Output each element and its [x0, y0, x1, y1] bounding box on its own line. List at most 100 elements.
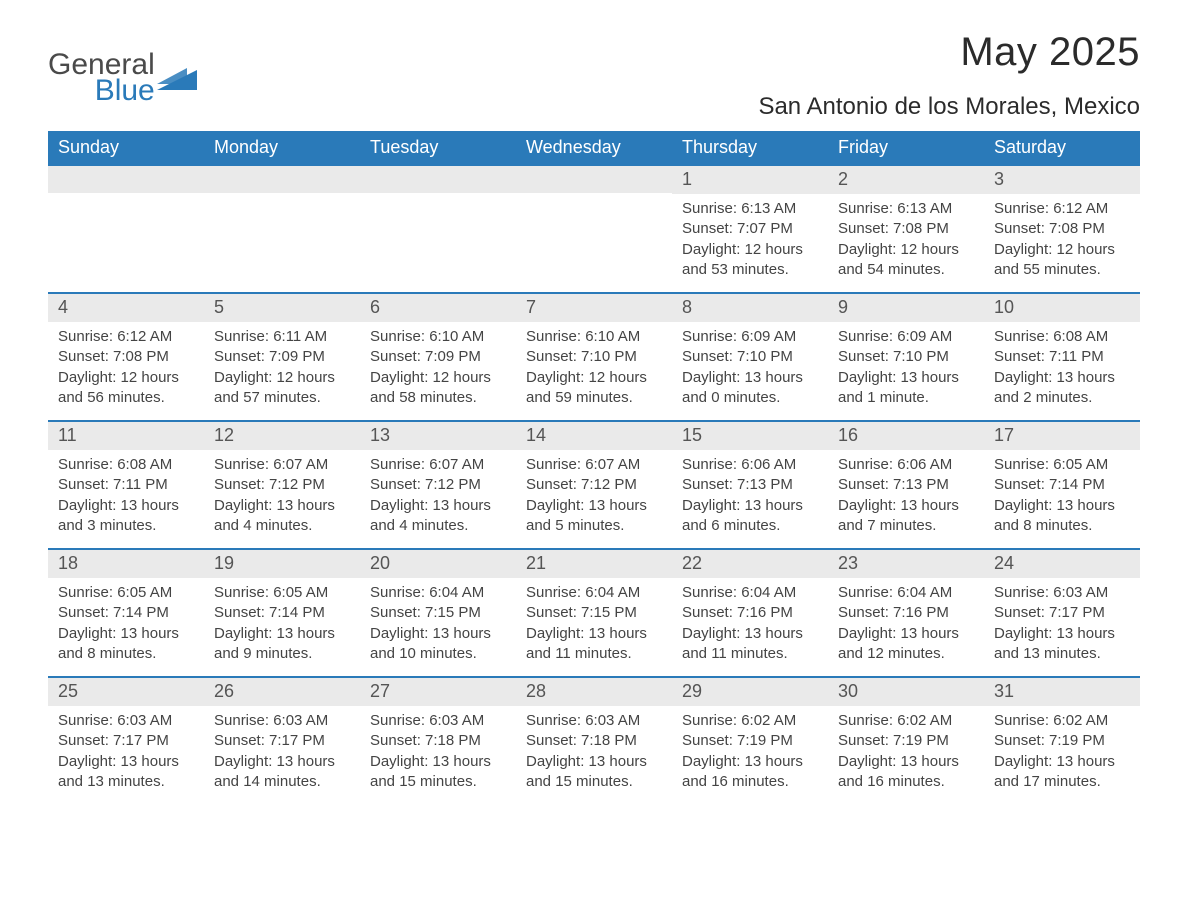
day-details: Sunrise: 6:12 AMSunset: 7:08 PMDaylight:…	[48, 322, 204, 416]
sunset-line: Sunset: 7:14 PM	[58, 603, 194, 623]
calendar-day: 18Sunrise: 6:05 AMSunset: 7:14 PMDayligh…	[48, 550, 204, 676]
daylight-line: Daylight: 13 hours and 2 minutes.	[994, 368, 1130, 409]
calendar-day: 1Sunrise: 6:13 AMSunset: 7:07 PMDaylight…	[672, 166, 828, 292]
weekday-header-row: SundayMondayTuesdayWednesdayThursdayFrid…	[48, 131, 1140, 166]
daylight-line: Daylight: 13 hours and 12 minutes.	[838, 624, 974, 665]
day-details: Sunrise: 6:09 AMSunset: 7:10 PMDaylight:…	[672, 322, 828, 416]
day-number: 12	[204, 422, 360, 450]
sunrise-line: Sunrise: 6:13 AM	[838, 199, 974, 219]
calendar-day: 10Sunrise: 6:08 AMSunset: 7:11 PMDayligh…	[984, 294, 1140, 420]
calendar-day: 27Sunrise: 6:03 AMSunset: 7:18 PMDayligh…	[360, 678, 516, 804]
calendar-day: 6Sunrise: 6:10 AMSunset: 7:09 PMDaylight…	[360, 294, 516, 420]
day-number: 7	[516, 294, 672, 322]
day-details: Sunrise: 6:07 AMSunset: 7:12 PMDaylight:…	[360, 450, 516, 544]
sunrise-line: Sunrise: 6:05 AM	[58, 583, 194, 603]
calendar-week: 4Sunrise: 6:12 AMSunset: 7:08 PMDaylight…	[48, 292, 1140, 420]
daylight-line: Daylight: 13 hours and 13 minutes.	[58, 752, 194, 793]
sunset-line: Sunset: 7:08 PM	[838, 219, 974, 239]
day-details: Sunrise: 6:08 AMSunset: 7:11 PMDaylight:…	[984, 322, 1140, 416]
calendar-week: 1Sunrise: 6:13 AMSunset: 7:07 PMDaylight…	[48, 166, 1140, 292]
calendar-day: 26Sunrise: 6:03 AMSunset: 7:17 PMDayligh…	[204, 678, 360, 804]
daylight-line: Daylight: 13 hours and 14 minutes.	[214, 752, 350, 793]
sunrise-line: Sunrise: 6:07 AM	[214, 455, 350, 475]
calendar-day: 29Sunrise: 6:02 AMSunset: 7:19 PMDayligh…	[672, 678, 828, 804]
sunset-line: Sunset: 7:12 PM	[526, 475, 662, 495]
day-details: Sunrise: 6:06 AMSunset: 7:13 PMDaylight:…	[672, 450, 828, 544]
sunrise-line: Sunrise: 6:13 AM	[682, 199, 818, 219]
weekday-header: Saturday	[984, 131, 1140, 166]
day-number: 6	[360, 294, 516, 322]
sunset-line: Sunset: 7:19 PM	[994, 731, 1130, 751]
daylight-line: Daylight: 13 hours and 7 minutes.	[838, 496, 974, 537]
day-number: 14	[516, 422, 672, 450]
day-details: Sunrise: 6:04 AMSunset: 7:15 PMDaylight:…	[516, 578, 672, 672]
daylight-line: Daylight: 12 hours and 59 minutes.	[526, 368, 662, 409]
daylight-line: Daylight: 13 hours and 10 minutes.	[370, 624, 506, 665]
daylight-line: Daylight: 12 hours and 53 minutes.	[682, 240, 818, 281]
calendar-day	[48, 166, 204, 292]
daylight-line: Daylight: 13 hours and 17 minutes.	[994, 752, 1130, 793]
daylight-line: Daylight: 13 hours and 5 minutes.	[526, 496, 662, 537]
sunset-line: Sunset: 7:19 PM	[838, 731, 974, 751]
calendar-day: 23Sunrise: 6:04 AMSunset: 7:16 PMDayligh…	[828, 550, 984, 676]
day-details: Sunrise: 6:09 AMSunset: 7:10 PMDaylight:…	[828, 322, 984, 416]
sunset-line: Sunset: 7:10 PM	[526, 347, 662, 367]
sunset-line: Sunset: 7:12 PM	[370, 475, 506, 495]
calendar-day: 21Sunrise: 6:04 AMSunset: 7:15 PMDayligh…	[516, 550, 672, 676]
day-number	[516, 166, 672, 193]
sunrise-line: Sunrise: 6:12 AM	[58, 327, 194, 347]
day-details: Sunrise: 6:05 AMSunset: 7:14 PMDaylight:…	[204, 578, 360, 672]
sunset-line: Sunset: 7:19 PM	[682, 731, 818, 751]
day-number: 25	[48, 678, 204, 706]
day-number: 27	[360, 678, 516, 706]
calendar-day: 3Sunrise: 6:12 AMSunset: 7:08 PMDaylight…	[984, 166, 1140, 292]
day-number: 23	[828, 550, 984, 578]
daylight-line: Daylight: 13 hours and 15 minutes.	[526, 752, 662, 793]
daylight-line: Daylight: 13 hours and 6 minutes.	[682, 496, 818, 537]
day-number: 31	[984, 678, 1140, 706]
sunset-line: Sunset: 7:18 PM	[370, 731, 506, 751]
sunset-line: Sunset: 7:16 PM	[682, 603, 818, 623]
day-number: 19	[204, 550, 360, 578]
daylight-line: Daylight: 13 hours and 0 minutes.	[682, 368, 818, 409]
sunrise-line: Sunrise: 6:10 AM	[370, 327, 506, 347]
day-details: Sunrise: 6:05 AMSunset: 7:14 PMDaylight:…	[984, 450, 1140, 544]
sunset-line: Sunset: 7:11 PM	[994, 347, 1130, 367]
day-number: 30	[828, 678, 984, 706]
day-details: Sunrise: 6:13 AMSunset: 7:08 PMDaylight:…	[828, 194, 984, 288]
sunrise-line: Sunrise: 6:03 AM	[994, 583, 1130, 603]
sunrise-line: Sunrise: 6:02 AM	[682, 711, 818, 731]
calendar-day	[204, 166, 360, 292]
day-number: 3	[984, 166, 1140, 194]
sunrise-line: Sunrise: 6:03 AM	[58, 711, 194, 731]
sunset-line: Sunset: 7:17 PM	[994, 603, 1130, 623]
day-details: Sunrise: 6:13 AMSunset: 7:07 PMDaylight:…	[672, 194, 828, 288]
day-number: 22	[672, 550, 828, 578]
sunset-line: Sunset: 7:16 PM	[838, 603, 974, 623]
calendar-day: 19Sunrise: 6:05 AMSunset: 7:14 PMDayligh…	[204, 550, 360, 676]
daylight-line: Daylight: 13 hours and 13 minutes.	[994, 624, 1130, 665]
page-header: General Blue May 2025 San Antonio de los…	[48, 30, 1140, 121]
sunrise-line: Sunrise: 6:02 AM	[994, 711, 1130, 731]
calendar-day: 28Sunrise: 6:03 AMSunset: 7:18 PMDayligh…	[516, 678, 672, 804]
sunrise-line: Sunrise: 6:05 AM	[994, 455, 1130, 475]
sunrise-line: Sunrise: 6:08 AM	[58, 455, 194, 475]
day-details: Sunrise: 6:04 AMSunset: 7:16 PMDaylight:…	[672, 578, 828, 672]
daylight-line: Daylight: 12 hours and 55 minutes.	[994, 240, 1130, 281]
daylight-line: Daylight: 13 hours and 16 minutes.	[838, 752, 974, 793]
day-number: 20	[360, 550, 516, 578]
sunrise-line: Sunrise: 6:04 AM	[370, 583, 506, 603]
day-number: 17	[984, 422, 1140, 450]
day-details: Sunrise: 6:08 AMSunset: 7:11 PMDaylight:…	[48, 450, 204, 544]
sunset-line: Sunset: 7:14 PM	[994, 475, 1130, 495]
sunrise-line: Sunrise: 6:04 AM	[526, 583, 662, 603]
calendar-day: 13Sunrise: 6:07 AMSunset: 7:12 PMDayligh…	[360, 422, 516, 548]
day-number: 11	[48, 422, 204, 450]
sunrise-line: Sunrise: 6:12 AM	[994, 199, 1130, 219]
calendar-week: 18Sunrise: 6:05 AMSunset: 7:14 PMDayligh…	[48, 548, 1140, 676]
day-details: Sunrise: 6:07 AMSunset: 7:12 PMDaylight:…	[516, 450, 672, 544]
sunset-line: Sunset: 7:15 PM	[370, 603, 506, 623]
day-details: Sunrise: 6:11 AMSunset: 7:09 PMDaylight:…	[204, 322, 360, 416]
weekday-header: Tuesday	[360, 131, 516, 166]
sunset-line: Sunset: 7:10 PM	[838, 347, 974, 367]
